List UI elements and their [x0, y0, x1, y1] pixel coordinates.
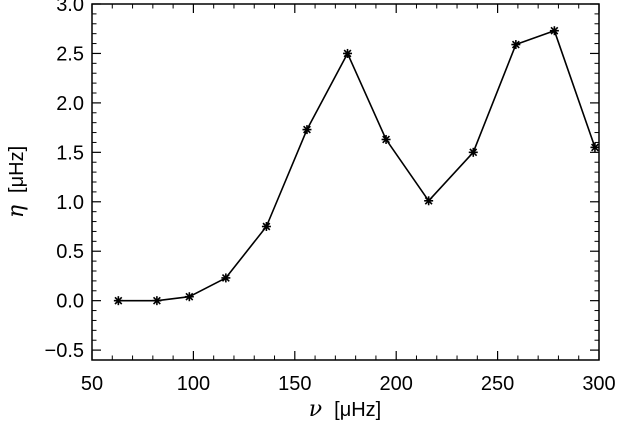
- data-point-marker: [549, 26, 559, 36]
- data-point-marker: [152, 296, 162, 306]
- x-axis-unit: [μHz]: [334, 399, 381, 421]
- y-tick-label: 2.0: [56, 93, 84, 115]
- data-point-marker: [221, 273, 231, 283]
- y-axis-label: η [μHz]: [4, 146, 29, 218]
- x-tick-label: 150: [278, 373, 311, 395]
- y-tick-label: 0.5: [56, 241, 84, 263]
- marker-stroke: [221, 273, 230, 282]
- x-tick-label: 250: [481, 373, 514, 395]
- marker-stroke: [382, 135, 391, 144]
- marker-stroke: [185, 292, 194, 301]
- marker-stroke: [550, 26, 559, 35]
- marker-stroke: [591, 143, 599, 152]
- series-layer: [113, 26, 600, 306]
- x-tick-label: 50: [81, 373, 103, 395]
- data-point-marker: [590, 142, 600, 152]
- y-tick-label: 2.5: [56, 43, 84, 65]
- x-axis-symbol: ν: [309, 397, 322, 422]
- data-point-marker: [343, 48, 353, 58]
- data-point-marker: [261, 222, 271, 231]
- y-tick-label: 3.0: [56, 0, 84, 16]
- data-point-marker: [468, 147, 478, 157]
- y-tick-label: 0.0: [56, 291, 84, 313]
- marker-stroke: [424, 196, 433, 205]
- data-point-marker: [302, 125, 312, 135]
- marker-stroke: [469, 148, 478, 157]
- plot-frame: [91, 3, 600, 361]
- x-tick-label: 300: [582, 373, 615, 395]
- marker-stroke: [511, 40, 520, 49]
- y-tick-label: 1.0: [56, 192, 84, 214]
- marker-stroke: [343, 49, 352, 58]
- data-point-marker: [511, 40, 521, 50]
- tick-labels: 50 100 150 200 250 300 −0.5 0.0 0.5 1.0 1.5 2.0 2.5 3…: [45, 0, 616, 395]
- y-axis-unit: [μHz]: [6, 146, 28, 193]
- data-point-marker: [113, 296, 123, 306]
- x-axis-label: ν [μHz]: [309, 397, 381, 422]
- data-point-marker: [381, 134, 391, 144]
- marker-stroke: [114, 296, 123, 305]
- x-tick-label: 200: [380, 373, 413, 395]
- y-tick-label: −0.5: [45, 340, 84, 362]
- marker-stroke: [152, 296, 161, 305]
- y-tick-label: 1.5: [56, 142, 84, 164]
- x-tick-label: 100: [177, 373, 210, 395]
- y-axis-symbol: η: [4, 205, 29, 218]
- data-point-marker: [424, 196, 434, 206]
- marker-stroke: [262, 222, 271, 231]
- data-point-marker: [184, 292, 194, 302]
- marker-stroke: [303, 125, 311, 134]
